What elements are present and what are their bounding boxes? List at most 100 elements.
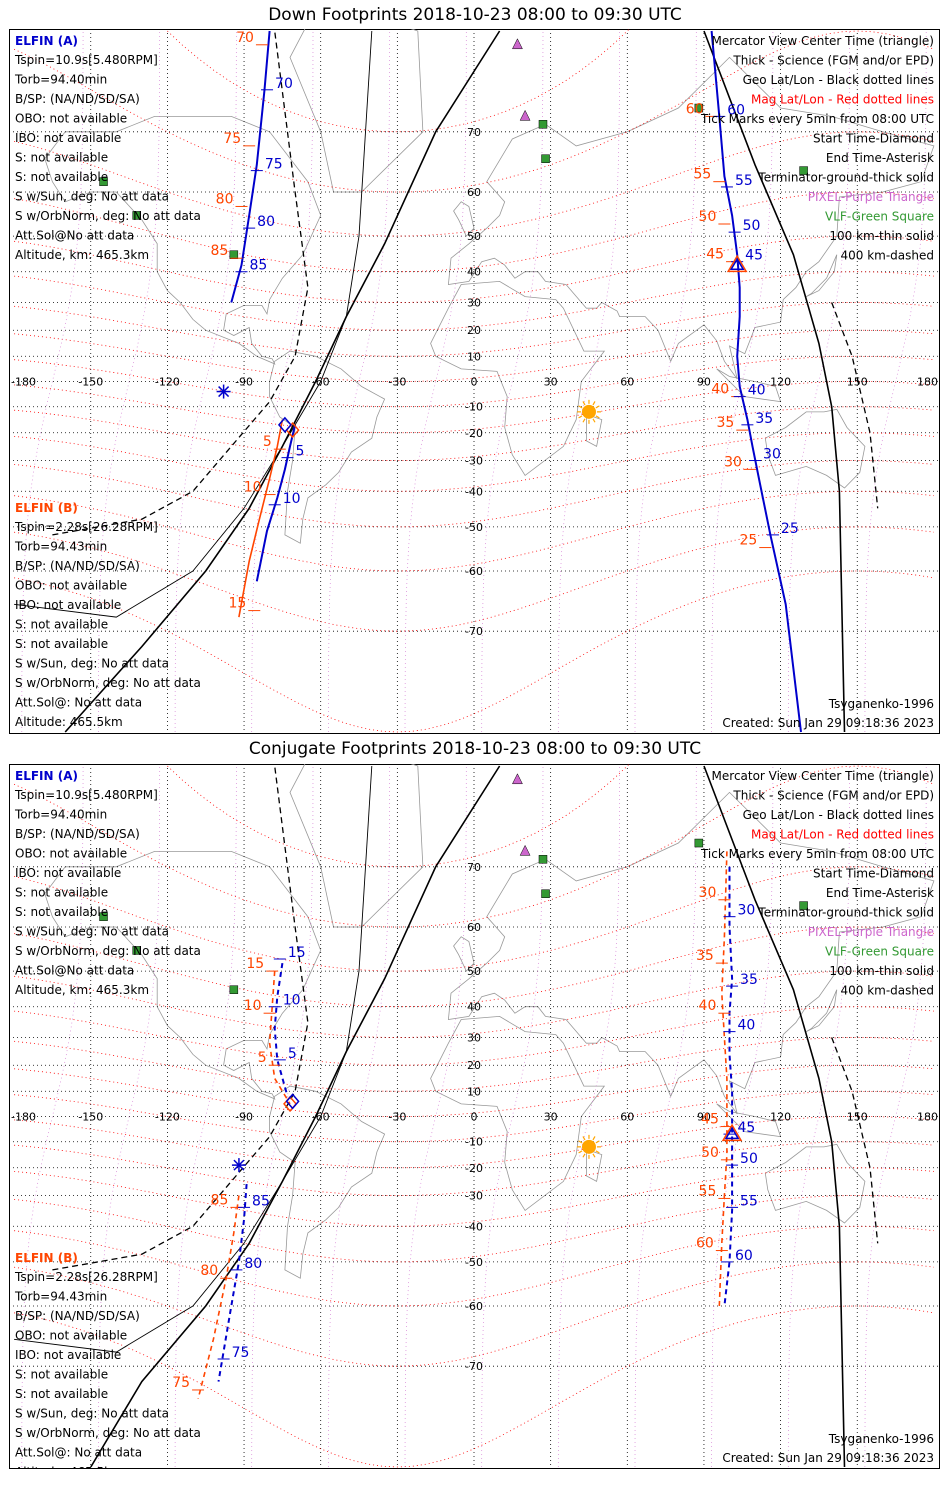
elfin-a-info-line: IBO: not available: [15, 131, 121, 145]
continent-outline: [453, 201, 475, 237]
pixel-triangle: [512, 38, 523, 50]
continent-outline: [44, 116, 322, 365]
elfin-b-tick-label: 5: [258, 1050, 267, 1066]
elfin-a-info-line: S w/Sun, deg: No att data: [15, 925, 169, 939]
elfin-a-info-line: Torb=94.40min: [14, 808, 107, 822]
start-diamond: [285, 1093, 300, 1110]
lat-tick-label: 60: [467, 186, 481, 199]
legend-line: Thick - Science (FGM and/or EPD): [732, 54, 934, 68]
lat-tick-label: -30: [465, 455, 483, 468]
lat-tick-label: 10: [467, 350, 481, 363]
lon-tick-label: 90: [697, 1111, 711, 1124]
mag-parallel: [14, 1225, 934, 1307]
elfin-a-info-line: Att.Sol@No att data: [15, 964, 134, 978]
lat-tick-label: -30: [465, 1190, 483, 1203]
view-center-triangle: [729, 257, 745, 271]
elfin-a-tick-label: 10: [283, 491, 301, 507]
elfin-a-tick-label: 70: [275, 76, 293, 92]
elfin-b-track: [238, 419, 284, 618]
end-asterisk: [216, 384, 231, 399]
elfin-b-tick-label: 30: [724, 454, 742, 470]
elfin-a-info-line: S w/Sun, deg: No att data: [15, 190, 169, 204]
legend-line: Mag Lat/Lon - Red dotted lines: [751, 828, 934, 842]
lat-tick-label: 10: [467, 1085, 481, 1098]
elfin-a-tick-label: 45: [738, 1120, 756, 1136]
view-center-triangle: [726, 254, 748, 273]
legend-line: Tick Marks every 5min from 08:00 UTC: [700, 847, 934, 861]
lat-tick-label: 20: [467, 1059, 481, 1072]
map-frame: [9, 29, 940, 734]
lon-tick-label: 30: [544, 376, 558, 389]
lat-tick-label: -60: [465, 1300, 483, 1313]
elfin-b-tick-label: 70: [236, 30, 254, 46]
sun-ray: [592, 401, 596, 406]
elfin-b-tick-label: 35: [716, 415, 734, 431]
lon-tick-label: 120: [770, 376, 791, 389]
elfin-b-info-line: OBO: not available: [15, 579, 127, 593]
lon-tick-label: -120: [155, 376, 180, 389]
elfin-a-info-line: OBO: not available: [15, 847, 127, 861]
sun-ray: [592, 1153, 596, 1158]
sun-icon: [576, 399, 601, 424]
lat-tick-label: 30: [467, 296, 481, 309]
lon-tick-label: -30: [388, 1111, 406, 1124]
mag-parallel: [14, 432, 934, 492]
panel-title-down: Down Footprints 2018-10-23 08:00 to 09:3…: [268, 5, 682, 25]
legend-line: Terminator-ground-thick solid: [757, 171, 934, 185]
mag-parallel: [14, 1006, 934, 1066]
map-frame: [9, 764, 940, 1469]
elfin-b-info-line: S: not available: [15, 618, 108, 632]
elfin-a-tick-label: 55: [735, 173, 753, 189]
continent-outline: [289, 29, 424, 193]
legend-line: Terminator-ground-thick solid: [757, 906, 934, 920]
vlf-square: [99, 912, 108, 921]
elfin-b-tick-label: 15: [246, 956, 264, 972]
continent-outline: [805, 989, 838, 1032]
vlf-square: [538, 855, 548, 864]
elfin-a-info-line: B/SP: (NA/ND/SD/SA): [15, 92, 140, 106]
elfin-b-tick-label: 60: [696, 1236, 714, 1252]
continent-outline: [805, 254, 838, 297]
legend-line: Geo Lat/Lon - Black dotted lines: [743, 808, 934, 822]
lat-tick-label: 70: [467, 861, 481, 874]
elfin-a-tick-label: 80: [244, 1256, 262, 1272]
elfin-b-tick-label: 50: [701, 1145, 719, 1161]
legend-line: Geo Lat/Lon - Black dotted lines: [743, 73, 934, 87]
elfin-a-tick-label: 80: [257, 214, 275, 230]
end-asterisk: [231, 1158, 246, 1173]
legend-line: End Time-Asterisk: [826, 886, 934, 900]
terminator-ground: [64, 30, 501, 733]
elfin-a-track: [217, 1184, 248, 1382]
legend-line: Tick Marks every 5min from 08:00 UTC: [700, 112, 934, 126]
continent-outline: [586, 1148, 603, 1183]
sun-icon: [576, 1134, 601, 1159]
elfin-a-tick-label: 5: [288, 1046, 297, 1062]
lat-tick-label: 70: [467, 126, 481, 139]
conjugate-footprints-map: -180 -150 -120 -90 -60 -30 0 30 60 90 120 150 180 70 6…: [9, 764, 940, 1469]
elfin-a-info-line: OBO: not available: [15, 112, 127, 126]
terminator-400km: [52, 30, 309, 536]
elfin-b-tick-label: 40: [699, 998, 717, 1014]
elfin-a-info-line: Att.Sol@No att data: [15, 229, 134, 243]
lat-tick-label: -50: [465, 521, 483, 534]
legend-line: VLF-Green Square: [825, 945, 934, 959]
vlf-square: [541, 889, 550, 898]
elfin-b-name: ELFIN (B): [15, 501, 78, 515]
elfin-b-tick-label: 45: [706, 247, 724, 263]
elfin-a-tick-label: 35: [740, 972, 758, 988]
lat-tick-label: -60: [465, 565, 483, 578]
elfin-b-info-line: Torb=94.43min: [14, 1290, 107, 1304]
elfin-a-tick-label: 10: [283, 993, 301, 1009]
elfin-a-info-line: S w/OrbNorm, deg: No att data: [15, 944, 201, 958]
elfin-a-tick-label: 35: [755, 411, 773, 427]
lon-tick-label: 150: [847, 1111, 868, 1124]
lon-tick-label: -180: [11, 376, 36, 389]
elfin-b-info-line: S: not available: [15, 637, 108, 651]
elfin-a-tick-label: 50: [740, 1151, 758, 1167]
vlf-square: [132, 946, 141, 955]
terminator-400km: [52, 765, 309, 1271]
elfin-b-tick-label: 40: [711, 382, 729, 398]
elfin-b-track: [718, 851, 728, 1307]
lon-tick-label: 0: [471, 376, 478, 389]
elfin-a-tick-label: 60: [735, 1248, 753, 1264]
